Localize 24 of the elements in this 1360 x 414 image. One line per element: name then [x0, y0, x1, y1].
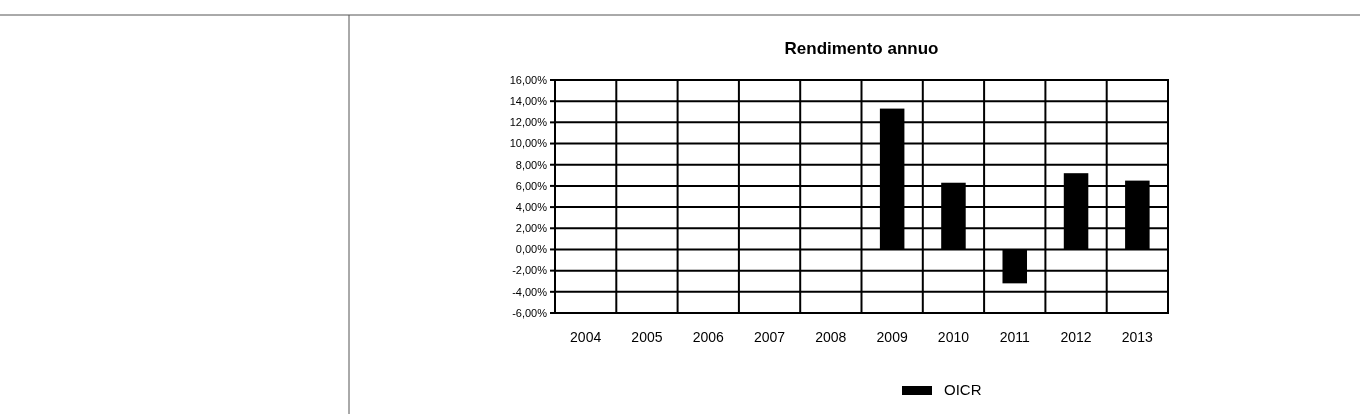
x-tick-label: 2011	[999, 329, 1031, 345]
y-tick-label: 0,00%	[515, 243, 548, 256]
y-tick-label: 2,00%	[515, 222, 548, 235]
y-tick-label: 6,00%	[515, 179, 548, 192]
x-tick-label: 2005	[631, 329, 663, 345]
chart-title: Rendimento annuo	[784, 39, 939, 58]
x-tick-label: 2009	[876, 329, 908, 345]
y-tick-label: -2,00%	[512, 264, 548, 277]
x-tick-label: 2013	[1121, 329, 1154, 345]
y-tick-label: 16,00%	[509, 73, 548, 86]
y-tick-label: 14,00%	[509, 95, 548, 108]
y-tick-label: -4,00%	[512, 285, 548, 298]
legend-label: OICR	[944, 381, 982, 399]
y-tick-label: 10,00%	[509, 137, 548, 150]
y-tick-label: 12,00%	[509, 116, 548, 129]
y-tick-label: 4,00%	[515, 200, 548, 213]
x-tick-label: 2007	[753, 329, 786, 345]
y-tick-label: 8,00%	[515, 158, 548, 171]
x-tick-label: 2008	[815, 329, 847, 345]
x-tick-label: 2010	[937, 329, 970, 345]
x-tick-label: 2006	[692, 329, 725, 345]
x-tick-label: 2004	[570, 329, 602, 345]
y-tick-label: -6,00%	[512, 306, 548, 319]
x-tick-label: 2012	[1060, 329, 1092, 345]
